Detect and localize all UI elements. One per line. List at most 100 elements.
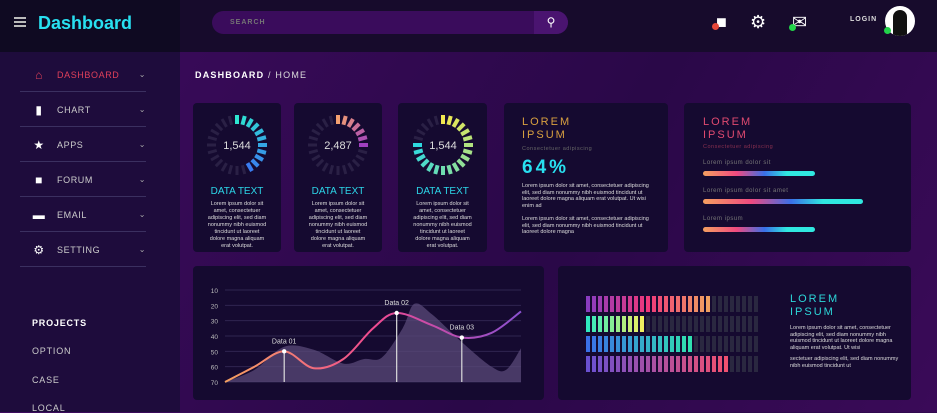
search-input[interactable] bbox=[212, 11, 532, 34]
sidebar-item-forum[interactable]: ■ FORUM ⌄ bbox=[20, 163, 146, 197]
project-option[interactable]: OPTION bbox=[32, 346, 72, 356]
segment bbox=[712, 336, 716, 352]
sidebar-item-chart[interactable]: ▮ CHART ⌄ bbox=[20, 93, 146, 127]
segment bbox=[748, 336, 752, 352]
data-label: Data 02 bbox=[384, 300, 409, 307]
card-subtitle: Consectetuer adipiscing bbox=[703, 144, 774, 150]
segment bbox=[712, 356, 716, 372]
segment bbox=[640, 296, 644, 312]
segment bbox=[586, 356, 590, 372]
donut-segment bbox=[328, 115, 335, 126]
progress-bar bbox=[703, 227, 815, 232]
segment bbox=[730, 296, 734, 312]
donut-segment bbox=[341, 164, 348, 175]
projects-heading: PROJECTS bbox=[32, 318, 87, 328]
sidebar-item-label: FORUM bbox=[57, 174, 93, 185]
segment bbox=[664, 356, 668, 372]
data-label: Data 03 bbox=[450, 325, 475, 332]
donut-chart: 1,544 bbox=[412, 115, 473, 175]
segment bbox=[628, 296, 632, 312]
project-local[interactable]: LOCAL bbox=[32, 403, 66, 413]
segment bbox=[670, 316, 674, 332]
segment bbox=[688, 336, 692, 352]
breadcrumb-current[interactable]: DASHBOARD bbox=[195, 70, 265, 80]
segment bbox=[742, 296, 746, 312]
segment bbox=[700, 336, 704, 352]
donut-card: 2,487 DATA TEXT Lorem ipsum dolor sit amet… bbox=[294, 103, 382, 252]
breadcrumb: DASHBOARD / HOME bbox=[195, 70, 307, 80]
segment bbox=[592, 296, 596, 312]
card-title: LOREM IPSUM bbox=[522, 116, 572, 141]
donut-segment bbox=[240, 115, 247, 126]
sidebar-item-label: EMAIL bbox=[57, 209, 88, 220]
card-text: Lorem ipsum dolor sit amet, consectetuer… bbox=[522, 183, 649, 209]
donut-segment bbox=[245, 118, 254, 128]
sidebar-item-email[interactable]: ▬ EMAIL ⌄ bbox=[20, 198, 146, 232]
segment bbox=[706, 336, 710, 352]
segment bbox=[706, 296, 710, 312]
y-tick-label: 70 bbox=[211, 380, 219, 387]
search-icon[interactable]: ⚲ bbox=[534, 11, 568, 34]
segment bbox=[658, 356, 662, 372]
mail-icon[interactable]: ✉ bbox=[789, 12, 807, 33]
segment bbox=[628, 356, 632, 372]
login-link[interactable]: LOGIN bbox=[850, 16, 878, 23]
home-icon: ⌂ bbox=[35, 67, 43, 82]
donut-segment bbox=[425, 162, 434, 172]
progress-label: Lorem ipsum dolor sit bbox=[703, 160, 771, 166]
segment-card: LOREM IPSUM Lorem ipsum dolor sit amet, c… bbox=[558, 266, 911, 400]
data-point bbox=[459, 335, 464, 340]
progress-bar bbox=[703, 199, 863, 204]
segment bbox=[748, 316, 752, 332]
segment bbox=[676, 296, 680, 312]
chevron-down-icon[interactable]: ⌄ bbox=[138, 105, 146, 114]
segment bbox=[616, 336, 620, 352]
chevron-down-icon[interactable]: ⌄ bbox=[138, 210, 146, 219]
gear-icon[interactable]: ⚙ bbox=[750, 12, 767, 32]
donut-segment bbox=[413, 135, 423, 142]
chevron-down-icon[interactable]: ⌄ bbox=[138, 140, 146, 149]
chevron-down-icon[interactable]: ⌄ bbox=[138, 175, 146, 184]
line-chart: 10 20 30 40 50 60 70 Data 01 Data 02 Data 03 bbox=[211, 288, 522, 387]
card-title: DATA TEXT bbox=[416, 186, 469, 197]
donut-segment bbox=[346, 118, 355, 128]
segment bbox=[622, 316, 626, 332]
segment bbox=[676, 356, 680, 372]
y-tick-label: 40 bbox=[211, 334, 219, 341]
donut-segment bbox=[311, 128, 321, 136]
project-case[interactable]: CASE bbox=[32, 375, 60, 385]
segment bbox=[622, 336, 626, 352]
donut-segment bbox=[207, 135, 218, 142]
donut-segment bbox=[207, 148, 218, 155]
segment bbox=[718, 296, 722, 312]
donut-chart: 1,544 bbox=[207, 115, 267, 175]
donut-segment bbox=[220, 162, 228, 172]
segment bbox=[610, 316, 614, 332]
donut-segment bbox=[308, 148, 319, 155]
donut-value: 2,487 bbox=[324, 140, 352, 152]
segment bbox=[598, 356, 602, 372]
segment bbox=[754, 296, 758, 312]
donut-segment bbox=[341, 115, 348, 126]
segment bbox=[622, 296, 626, 312]
y-tick-label: 50 bbox=[211, 349, 219, 356]
segment bbox=[718, 336, 722, 352]
chat-icon: ■ bbox=[35, 172, 43, 187]
sidebar-item-dashboard[interactable]: ⌂ DASHBOARD ⌄ bbox=[20, 58, 146, 92]
segment bbox=[736, 296, 740, 312]
chevron-down-icon[interactable]: ⌄ bbox=[138, 245, 146, 254]
segment bbox=[652, 316, 656, 332]
card-text: Lorem ipsum dolor sit amet, consectetuer… bbox=[413, 201, 472, 249]
sidebar-item-apps[interactable]: ★ APPS ⌄ bbox=[20, 128, 146, 162]
card-text: Lorem ipsum dolor sit amet, consectetuer… bbox=[522, 216, 649, 235]
donut-segment bbox=[459, 153, 470, 162]
segment bbox=[616, 356, 620, 372]
segment bbox=[604, 316, 608, 332]
y-tick-label: 20 bbox=[211, 303, 219, 310]
hamburger-icon[interactable] bbox=[14, 17, 26, 27]
chat-icon[interactable]: ■ bbox=[712, 12, 727, 33]
donut-segment bbox=[308, 135, 319, 142]
sidebar-item-label: APPS bbox=[57, 139, 84, 150]
chevron-down-icon[interactable]: ⌄ bbox=[138, 70, 146, 79]
sidebar-item-setting[interactable]: ⚙ SETTING ⌄ bbox=[20, 233, 146, 267]
